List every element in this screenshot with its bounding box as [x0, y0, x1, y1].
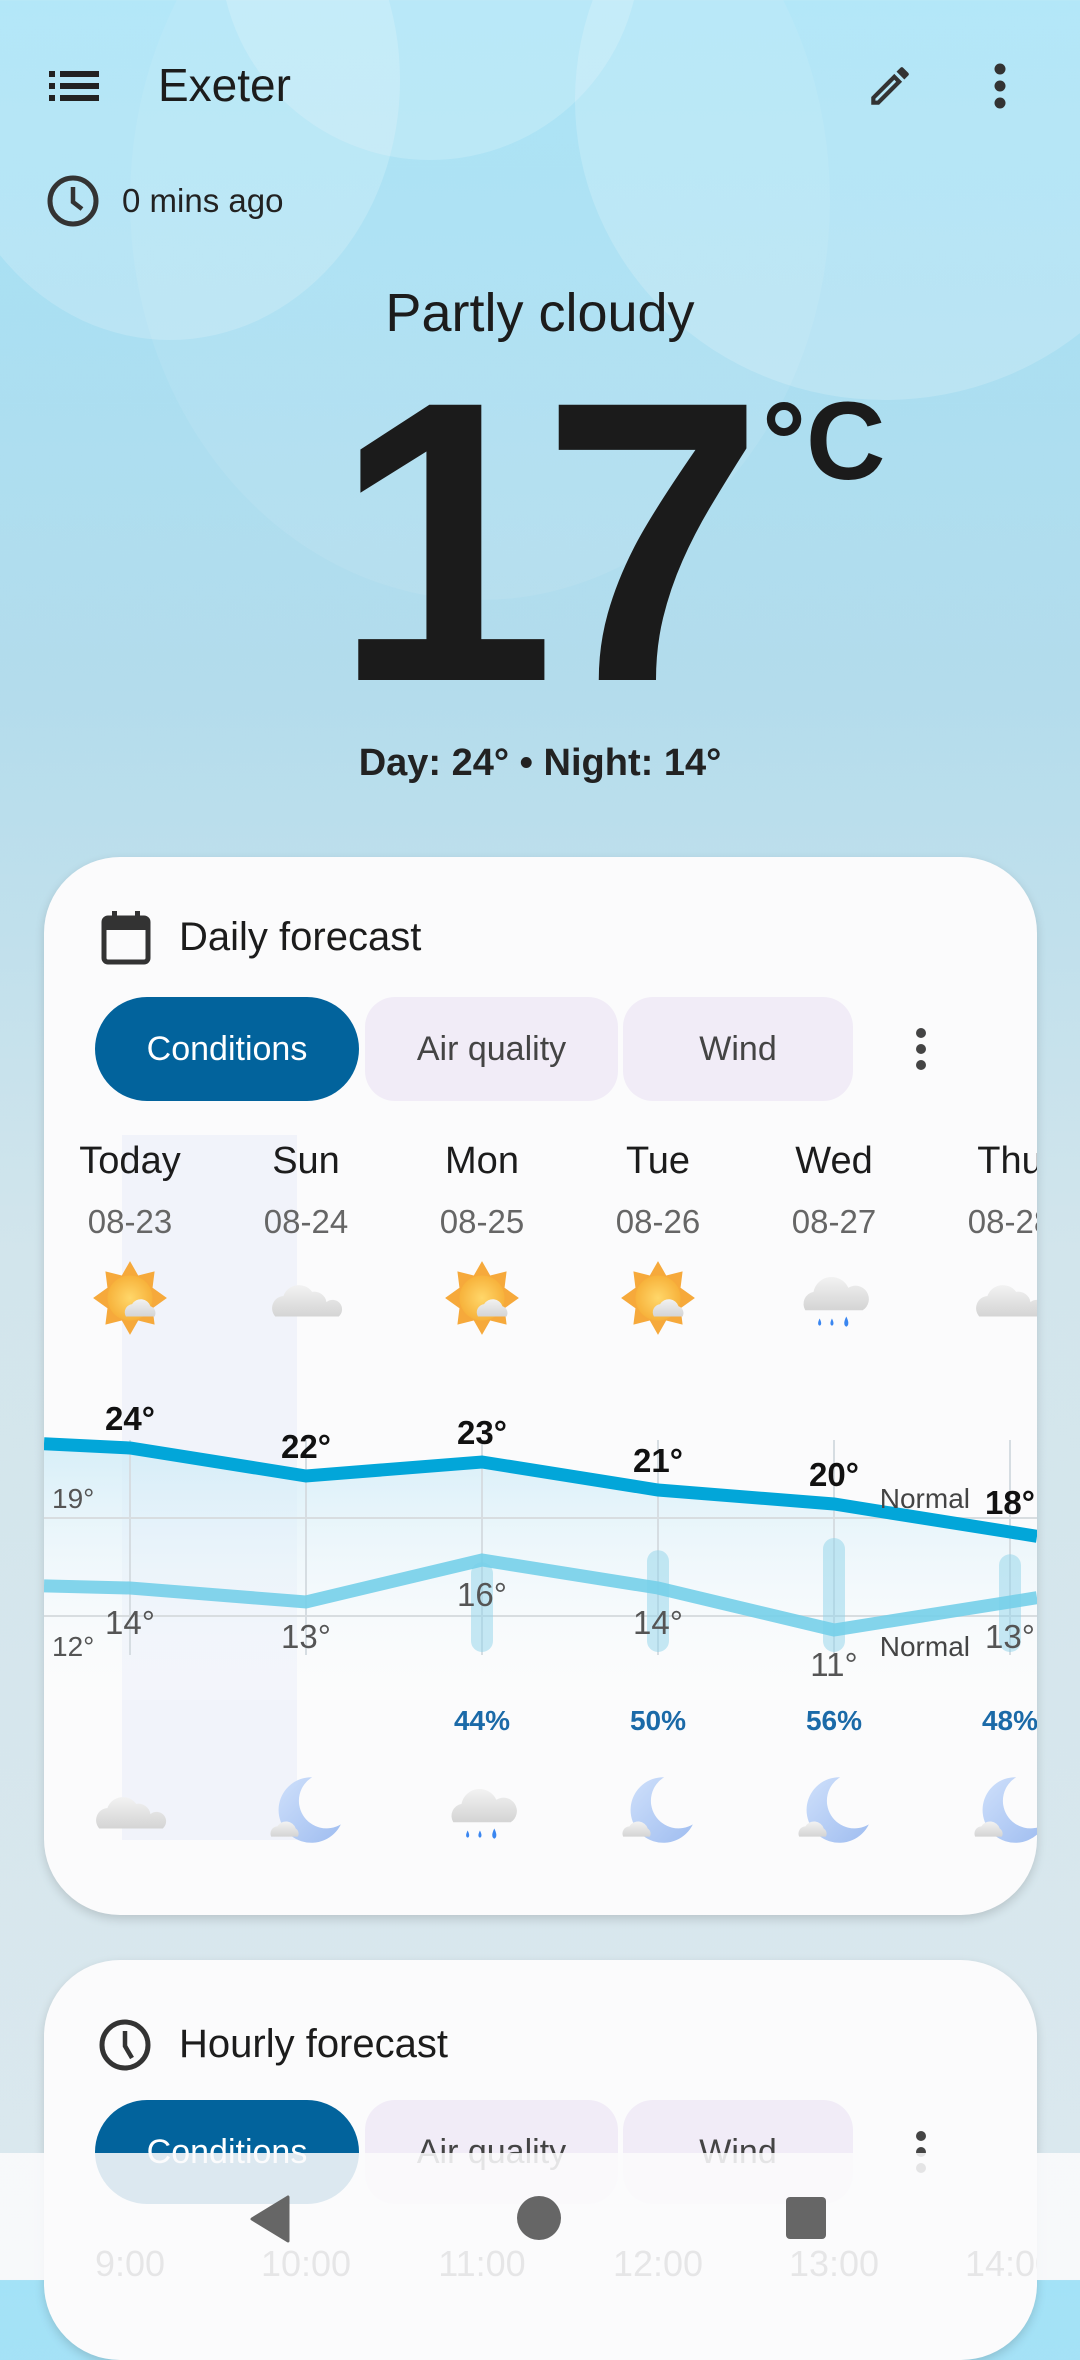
precipitation-probability: 48%	[981, 1705, 1037, 1736]
day-date: 08-23	[87, 1203, 173, 1240]
precipitation-probability: 44%	[453, 1705, 511, 1736]
high-temperature-label: 23°	[457, 1414, 507, 1451]
daily-more-button[interactable]	[896, 1017, 946, 1081]
high-temperature-line	[44, 1437, 1037, 1543]
daily-forecast-title: Daily forecast	[179, 915, 422, 959]
low-temperature-label: 13°	[985, 1618, 1035, 1655]
hourly-forecast-title: Hourly forecast	[179, 2022, 448, 2066]
precipitation-probability: 56%	[805, 1705, 863, 1736]
clock-icon	[47, 175, 99, 227]
clock-icon	[99, 2019, 151, 2071]
more-vert-icon	[994, 63, 1006, 109]
normal-low-caption: Normal	[880, 1631, 970, 1662]
normal-high-caption: Normal	[880, 1483, 970, 1514]
tab-conditions[interactable]: Conditions	[95, 997, 359, 1101]
temperature-unit: °C	[762, 380, 886, 503]
day-date: 08-27	[791, 1203, 877, 1240]
day-night-temperatures: Day: 24° • Night: 14°	[358, 742, 722, 784]
menu-button[interactable]	[42, 58, 106, 114]
day-name: Tue	[625, 1140, 691, 1182]
day-column[interactable]: Mon 08-25	[394, 1140, 570, 1344]
tab-air-quality[interactable]: Air quality	[365, 997, 618, 1101]
last-updated: 0 mins ago	[122, 182, 284, 219]
location-title: Exeter	[158, 59, 291, 111]
day-column[interactable]: Wed 08-27	[746, 1140, 922, 1344]
day-name: Sun	[272, 1140, 340, 1182]
home-circle-icon[interactable]	[516, 2195, 562, 2241]
day-date: 08-26	[615, 1203, 701, 1240]
low-temperature-line	[44, 1553, 1037, 1637]
high-temperature-label: 18°	[985, 1484, 1035, 1521]
day-name: Today	[79, 1140, 181, 1182]
back-triangle-icon[interactable]	[248, 2195, 290, 2243]
day-name: Wed	[795, 1140, 873, 1182]
low-temperature-label: 14°	[633, 1604, 683, 1641]
day-column[interactable]: Tue 08-26	[570, 1140, 746, 1344]
high-temperature-label: 21°	[633, 1442, 683, 1479]
normal-high-label: 19°	[52, 1483, 94, 1514]
high-temperature-label: 24°	[105, 1400, 155, 1437]
current-condition: Partly cloudy	[385, 283, 695, 343]
more-options-button[interactable]	[970, 54, 1030, 118]
day-column[interactable]: Thu 08-28	[922, 1140, 1037, 1344]
high-temperature-label: 20°	[809, 1456, 859, 1493]
high-temperature-label: 22°	[281, 1428, 331, 1465]
daily-forecast-card: Daily forecast Conditions Air quality Wi…	[44, 857, 1037, 1915]
temperature-chart: 24° 14° 22° 13° 23° 16° 21° 14° 20° 11° 18° 13° 19° 1…	[44, 1400, 1037, 1700]
normal-low-label: 12°	[52, 1631, 94, 1662]
day-name: Thu	[977, 1140, 1037, 1182]
low-temperature-label: 11°	[810, 1646, 857, 1683]
day-name: Mon	[445, 1140, 519, 1182]
precipitation-probability: 50%	[629, 1705, 687, 1736]
list-icon	[49, 71, 99, 101]
recents-square-icon[interactable]	[786, 2197, 826, 2239]
edit-button[interactable]	[858, 54, 922, 118]
pencil-icon	[871, 67, 909, 105]
low-temperature-label: 14°	[105, 1604, 155, 1641]
day-date: 08-25	[439, 1203, 525, 1240]
day-date: 08-28	[967, 1203, 1037, 1240]
precipitation-bar	[647, 1550, 669, 1652]
day-date: 08-24	[263, 1203, 349, 1240]
low-temperature-label: 13°	[281, 1618, 331, 1655]
more-vert-icon	[916, 1028, 926, 1070]
tab-wind[interactable]: Wind	[623, 997, 853, 1101]
current-temperature: 17	[333, 318, 764, 765]
system-nav-bar	[0, 2153, 1080, 2280]
low-temperature-label: 16°	[457, 1576, 507, 1613]
precipitation-bar	[471, 1562, 493, 1652]
calendar-icon	[101, 911, 151, 965]
day-column[interactable]: Sun 08-24	[218, 1140, 394, 1344]
day-column[interactable]: Today 08-23	[44, 1140, 218, 1344]
